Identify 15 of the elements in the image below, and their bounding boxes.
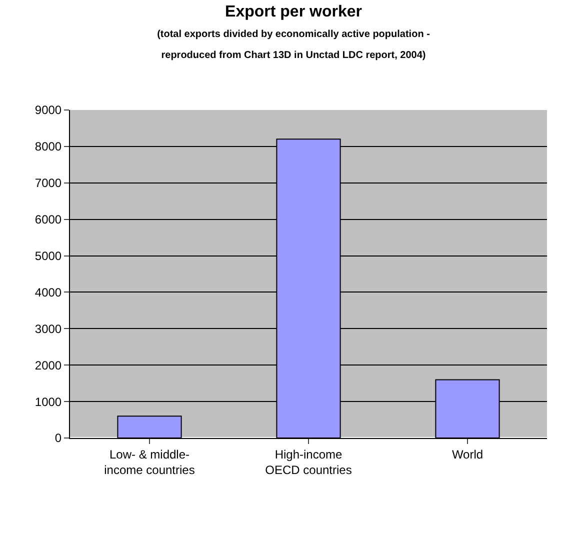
y-tick-label: 2000: [34, 358, 62, 372]
y-tick-label: 9000: [34, 103, 62, 118]
y-tick-label: 4000: [34, 285, 62, 300]
y-tick-label: 6000: [34, 212, 62, 227]
chart-subtitle: (total exports divided by economically active population - reproduced from Chart 13D in Unctad LDC report, 2004): [157, 29, 430, 62]
y-tick-label: 5000: [34, 248, 62, 263]
x-tick-label: High-income OECD countries: [265, 447, 352, 477]
y-tick-label: 3000: [34, 322, 62, 336]
x-tick-label: World: [452, 447, 484, 462]
y-tick-label: 0: [54, 431, 62, 446]
y-tick-label: 1000: [34, 394, 62, 409]
y-tick-label: 7000: [34, 176, 62, 190]
y-tick-label: 8000: [34, 140, 62, 154]
chart-title: Export per worker: [225, 3, 362, 20]
x-tick-label: Low- & middle- income countries: [104, 447, 195, 477]
